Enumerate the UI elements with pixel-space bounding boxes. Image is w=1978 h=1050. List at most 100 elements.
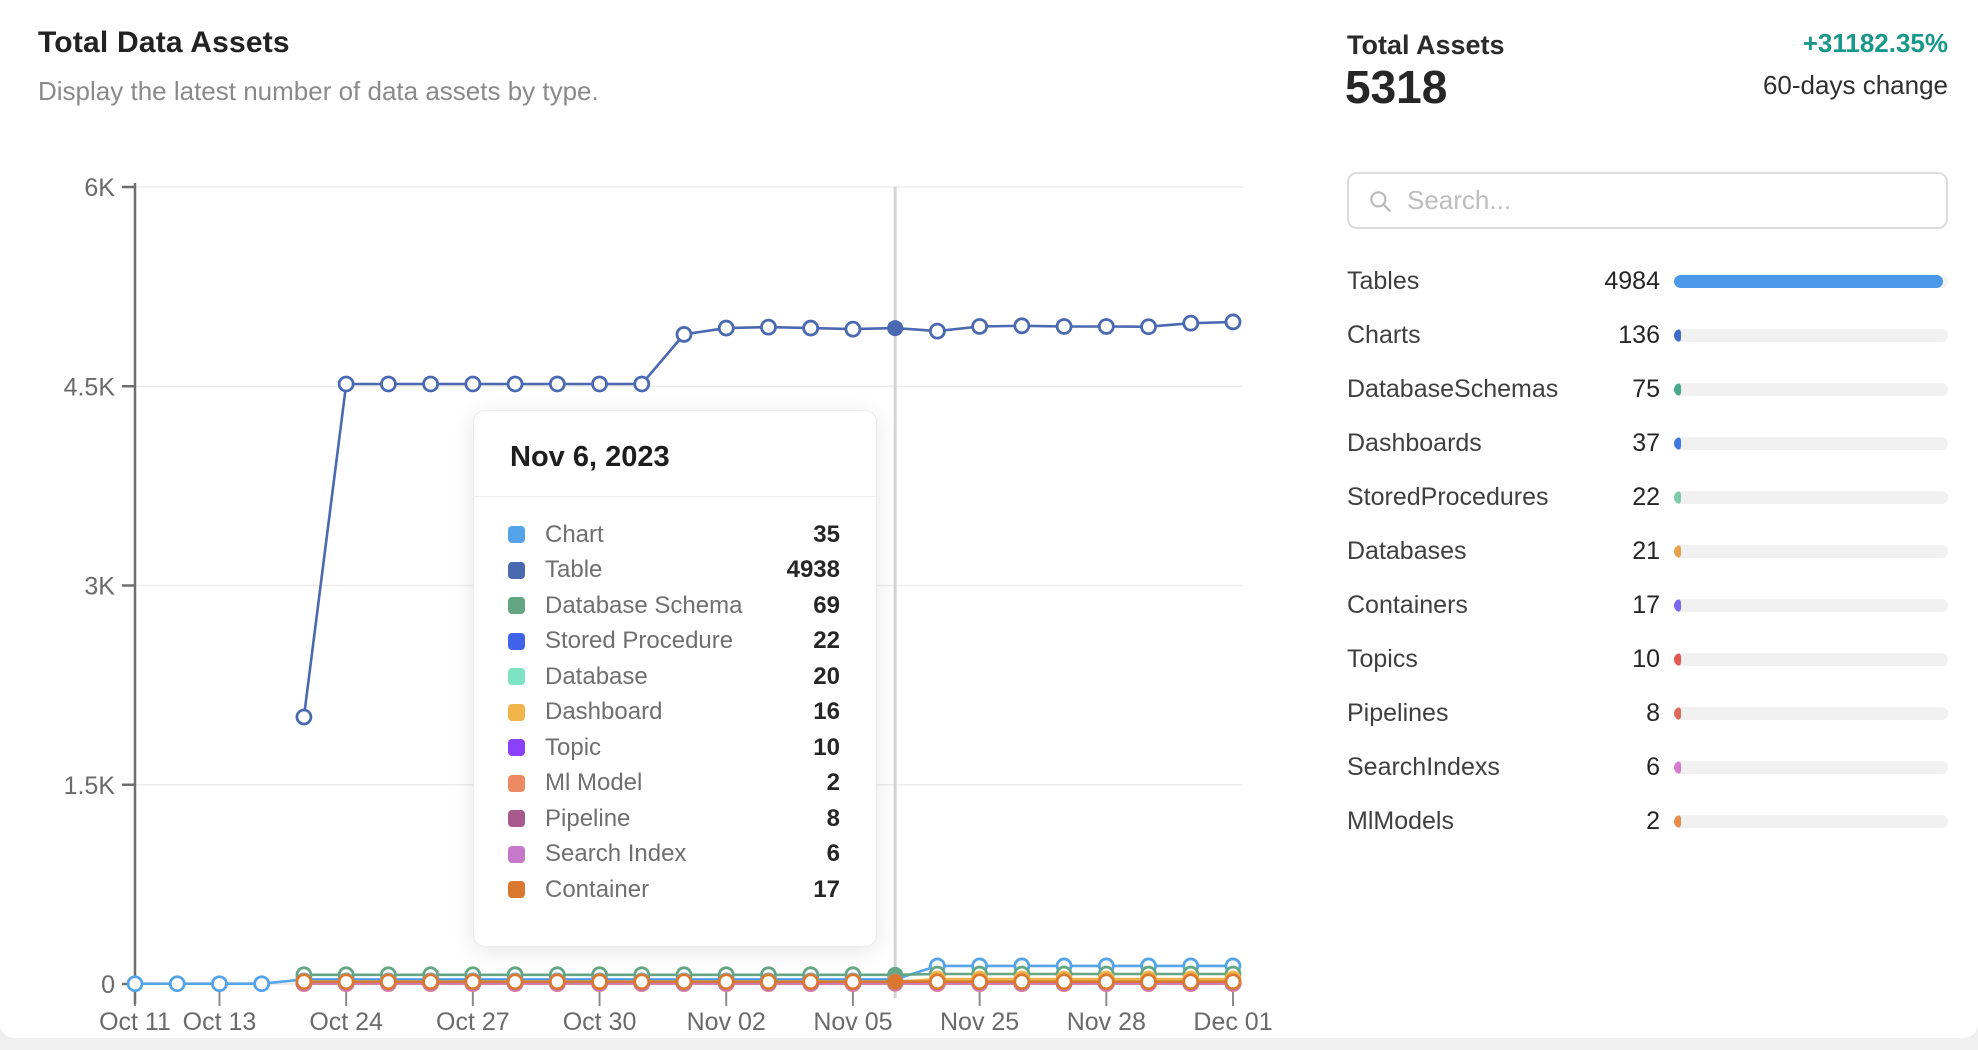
change-percent: +31182.35%: [1802, 28, 1948, 58]
data-point[interactable]: [548, 973, 566, 991]
data-point[interactable]: [591, 375, 608, 393]
data-point[interactable]: [464, 375, 482, 393]
asset-type-count: 136: [1618, 320, 1660, 349]
data-point[interactable]: [1140, 318, 1157, 336]
asset-row-charts[interactable]: Charts 136: [1347, 308, 1948, 362]
data-point[interactable]: [379, 375, 397, 393]
data-point[interactable]: [211, 975, 228, 993]
data-point[interactable]: [675, 326, 693, 343]
data-point[interactable]: [760, 973, 777, 991]
asset-type-count: 4984: [1604, 266, 1660, 295]
hovered-data-point[interactable]: [887, 320, 904, 337]
hovered-data-point[interactable]: [887, 973, 904, 990]
series-value: 8: [826, 804, 840, 832]
asset-row-containers[interactable]: Containers 17: [1347, 578, 1948, 632]
data-point[interactable]: [168, 975, 186, 993]
series-swatch: [508, 597, 525, 615]
asset-progress-bar: [1674, 706, 1948, 720]
data-point[interactable]: [633, 375, 651, 393]
data-point[interactable]: [844, 973, 862, 991]
search-input[interactable]: [1407, 185, 1928, 216]
series-swatch: [508, 561, 525, 579]
data-point[interactable]: [337, 973, 355, 991]
asset-row-pipelines[interactable]: Pipelines 8: [1347, 686, 1948, 740]
data-point[interactable]: [506, 973, 524, 991]
asset-type-label: SearchIndexs: [1347, 752, 1500, 781]
series-value: 69: [813, 591, 840, 619]
data-point[interactable]: [1182, 973, 1200, 991]
data-point[interactable]: [802, 319, 820, 337]
series-swatch: [508, 774, 525, 792]
data-point[interactable]: [717, 973, 735, 991]
asset-row-dashboards[interactable]: Dashboards 37: [1347, 416, 1948, 470]
data-point[interactable]: [1055, 973, 1073, 991]
series-label: Container: [545, 875, 650, 903]
search-icon: [1370, 190, 1391, 212]
asset-type-label: Databases: [1347, 536, 1467, 565]
asset-type-label: Pipelines: [1347, 698, 1449, 727]
series-label: Dashboard: [545, 698, 663, 726]
asset-progress-bar: [1674, 598, 1948, 612]
data-point[interactable]: [337, 375, 355, 393]
data-point[interactable]: [1182, 314, 1200, 332]
asset-row-databaseschemas[interactable]: DatabaseSchemas 75: [1347, 362, 1948, 416]
asset-row-databases[interactable]: Databases 21: [1347, 524, 1948, 578]
series-swatch: [508, 845, 525, 863]
data-point[interactable]: [1140, 973, 1157, 991]
data-point[interactable]: [844, 320, 862, 338]
data-point[interactable]: [928, 973, 946, 991]
asset-row-topics[interactable]: Topics 10: [1347, 632, 1948, 686]
y-tick-label: 0: [101, 971, 115, 999]
data-point[interactable]: [295, 973, 313, 991]
asset-type-count: 8: [1646, 698, 1660, 727]
data-point[interactable]: [1013, 317, 1031, 335]
data-point[interactable]: [548, 375, 566, 393]
y-tick-label: 1.5K: [64, 772, 116, 800]
data-point[interactable]: [295, 708, 313, 726]
data-point[interactable]: [1055, 318, 1073, 335]
data-point[interactable]: [591, 973, 608, 991]
asset-row-searchindexs[interactable]: SearchIndexs 6: [1347, 740, 1948, 794]
asset-type-label: Containers: [1347, 590, 1468, 619]
series-label: Table: [545, 556, 603, 584]
data-point[interactable]: [971, 318, 989, 335]
data-point[interactable]: [675, 973, 693, 991]
asset-progress-bar: [1674, 274, 1948, 288]
y-tick-label: 6K: [84, 174, 115, 202]
y-tick-label: 3K: [84, 573, 115, 601]
assets-line-chart[interactable]: Oct 11 Oct 13 Oct 24 Oct 27 Oct 30 Nov 02 Nov …: [0, 0, 1340, 1050]
tooltip-row: Stored Procedure 22: [508, 624, 840, 660]
data-point[interactable]: [802, 973, 820, 991]
x-tick-label: Dec 01: [1193, 1008, 1272, 1036]
data-point[interactable]: [717, 319, 735, 337]
data-point[interactable]: [253, 975, 271, 993]
data-point[interactable]: [1097, 318, 1115, 335]
data-point[interactable]: [1224, 973, 1242, 991]
data-point[interactable]: [464, 973, 482, 991]
data-point[interactable]: [760, 318, 777, 336]
search-box[interactable]: [1347, 172, 1948, 229]
data-point[interactable]: [928, 322, 946, 340]
data-point[interactable]: [1097, 973, 1115, 991]
x-tick-label: Nov 02: [687, 1008, 766, 1036]
data-point[interactable]: [971, 973, 989, 991]
data-point[interactable]: [1224, 313, 1242, 331]
asset-row-mlmodels[interactable]: MlModels 2: [1347, 794, 1948, 848]
data-point[interactable]: [126, 975, 144, 993]
tooltip-row: Chart 35: [508, 517, 840, 553]
data-point[interactable]: [506, 375, 524, 393]
series-label: Database Schema: [545, 591, 743, 619]
series-label: Stored Procedure: [545, 627, 734, 655]
asset-row-tables[interactable]: Tables 4984: [1347, 254, 1948, 308]
tooltip-row: Database 20: [508, 659, 840, 695]
data-point[interactable]: [422, 973, 440, 991]
series-label: Chart: [545, 520, 604, 548]
data-point[interactable]: [633, 973, 651, 991]
data-point[interactable]: [422, 375, 440, 393]
series-value: 2: [826, 769, 840, 797]
page-background-band: [0, 1038, 1978, 1050]
data-point[interactable]: [379, 973, 397, 991]
data-point[interactable]: [1013, 973, 1031, 991]
asset-progress-bar: [1674, 544, 1948, 558]
asset-row-storedprocedures[interactable]: StoredProcedures 22: [1347, 470, 1948, 524]
